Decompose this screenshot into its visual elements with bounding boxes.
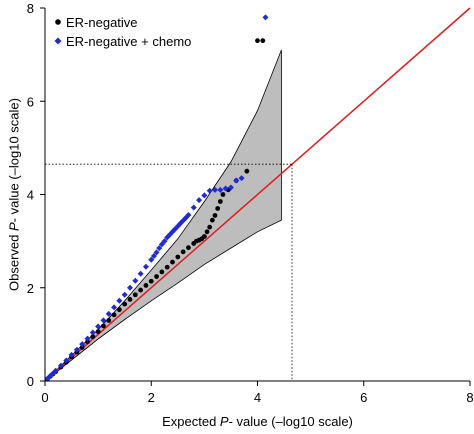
- data-point: [255, 38, 260, 44]
- data-point: [170, 259, 175, 265]
- data-point: [212, 213, 218, 218]
- data-point: [68, 351, 75, 358]
- data-points-layer: [44, 14, 269, 382]
- x-axis-label: Expected P- value (–log10 scale): [162, 414, 353, 429]
- y-tick-label: 4: [27, 188, 34, 203]
- data-point: [233, 177, 240, 184]
- x-tick-label: 0: [41, 390, 48, 405]
- data-point: [100, 317, 107, 324]
- data-point: [79, 345, 85, 350]
- data-point: [161, 238, 168, 245]
- data-point: [85, 339, 90, 345]
- data-point: [190, 204, 197, 211]
- y-tick-label: 8: [27, 1, 34, 16]
- data-point: [175, 254, 181, 260]
- data-point: [122, 301, 128, 307]
- data-point: [262, 14, 269, 21]
- data-point: [90, 334, 96, 340]
- data-point: [238, 175, 245, 182]
- data-point: [201, 234, 207, 239]
- data-point: [206, 187, 213, 194]
- data-point: [148, 256, 155, 263]
- data-point: [260, 38, 266, 44]
- y-tick-label: 0: [27, 374, 34, 389]
- data-point: [116, 307, 122, 313]
- data-point: [143, 283, 149, 288]
- data-point: [121, 291, 128, 298]
- data-point: [127, 284, 133, 291]
- data-point: [101, 323, 106, 329]
- data-point: [89, 329, 96, 336]
- data-point: [154, 274, 159, 279]
- legend-label: ER-negative + chemo: [66, 34, 191, 49]
- y-tick-label: 6: [27, 94, 34, 109]
- data-point: [137, 270, 144, 277]
- data-point: [111, 304, 118, 311]
- x-tick-label: 8: [466, 390, 473, 405]
- data-point: [52, 367, 59, 374]
- data-point: [105, 310, 112, 317]
- legend-marker: [54, 37, 62, 45]
- x-tick-label: 6: [360, 390, 367, 405]
- data-point: [186, 245, 191, 251]
- data-point: [132, 277, 139, 284]
- axes-layer: 0 2 4 6 8 0 2 4 6 8: [27, 1, 474, 405]
- data-point: [153, 249, 160, 256]
- threshold-lines-layer: [45, 163, 293, 381]
- data-point: [215, 206, 221, 211]
- confidence-band: [44, 49, 282, 382]
- x-tick-label: 4: [254, 390, 261, 405]
- data-point: [79, 341, 86, 348]
- legend-marker: [55, 19, 61, 25]
- data-point: [95, 323, 102, 330]
- data-point: [222, 185, 229, 192]
- data-point: [116, 297, 123, 304]
- data-point: [185, 212, 192, 219]
- data-point: [150, 253, 157, 260]
- data-point: [159, 269, 165, 275]
- data-point: [127, 297, 133, 302]
- series-2: [44, 14, 269, 382]
- data-point: [132, 292, 138, 298]
- y-tick-label: 2: [27, 281, 34, 296]
- data-point: [111, 312, 117, 318]
- data-point: [63, 357, 70, 364]
- data-point: [84, 335, 91, 342]
- legend: ER-negative ER-negative + chemo: [54, 15, 191, 49]
- data-point: [212, 186, 218, 193]
- data-point: [217, 186, 224, 193]
- data-point: [57, 362, 64, 369]
- data-point: [209, 217, 215, 223]
- y-axis-label: Observed P- value (–log10 scale): [7, 98, 22, 291]
- data-point: [73, 346, 80, 353]
- data-point: [156, 245, 163, 252]
- reference-line-layer: [44, 7, 471, 382]
- data-point: [180, 249, 186, 255]
- data-point: [220, 192, 226, 197]
- data-point: [142, 263, 149, 270]
- data-point: [201, 192, 208, 199]
- data-point: [106, 317, 112, 323]
- data-point: [138, 287, 144, 293]
- data-point: [164, 264, 170, 270]
- data-point: [217, 199, 223, 204]
- legend-label: ER-negative: [66, 15, 138, 30]
- x-tick-label: 2: [148, 390, 155, 405]
- data-point: [227, 184, 234, 191]
- data-point: [204, 229, 210, 235]
- data-point: [196, 197, 203, 204]
- data-point: [148, 278, 154, 284]
- data-point: [95, 329, 101, 334]
- data-point: [244, 168, 250, 174]
- reference-line: [44, 7, 471, 382]
- data-point: [207, 224, 213, 230]
- confidence-band-layer: [44, 49, 282, 382]
